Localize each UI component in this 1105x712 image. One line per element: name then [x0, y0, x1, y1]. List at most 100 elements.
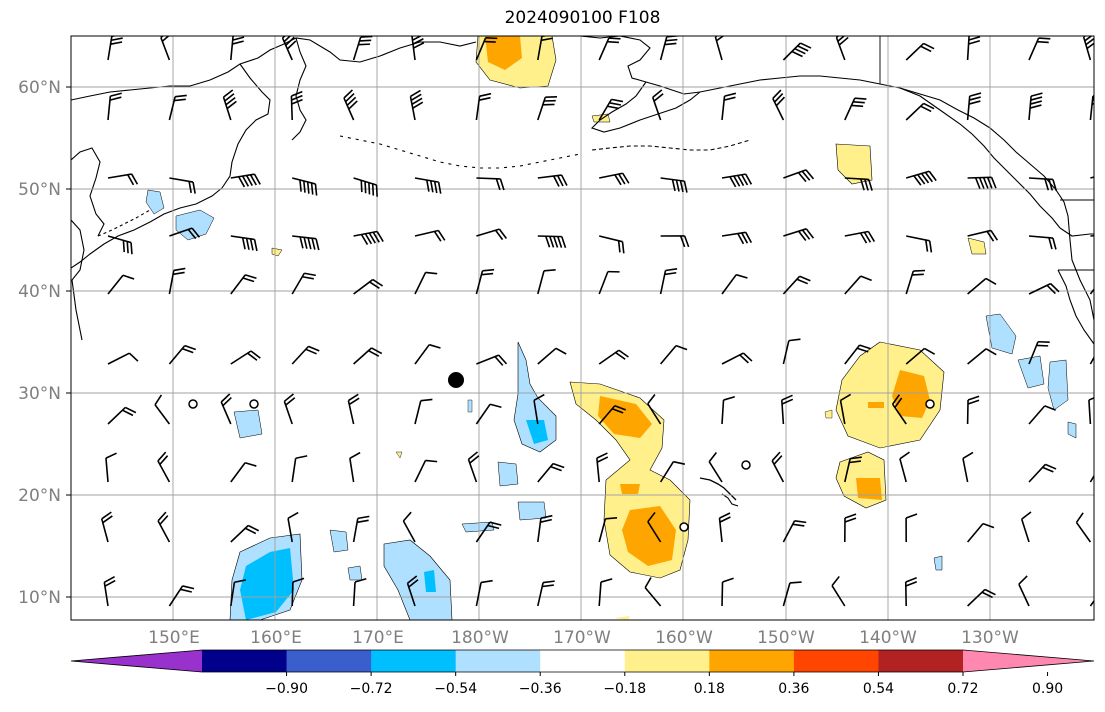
wind-barb: [409, 89, 424, 121]
wind-barb: [347, 393, 360, 425]
wind-barb: [659, 344, 688, 365]
wind-barb: [230, 235, 258, 252]
lat-label: 20°N: [18, 486, 61, 506]
wind-barb: [1089, 274, 1094, 295]
wind-barb: [844, 513, 857, 543]
wind-barb: [905, 170, 937, 186]
wind-barb: [783, 169, 815, 183]
wind-barb: [647, 511, 662, 543]
wind-barb: [660, 235, 690, 248]
wind-barb: [353, 177, 378, 197]
wind-barb: [1089, 586, 1094, 607]
station-marker: [925, 399, 935, 409]
colorbar-tick-label: 0.54: [863, 681, 894, 697]
map-area: [70, 35, 1095, 621]
wind-barb: [844, 275, 872, 295]
storm-center-marker: [448, 372, 464, 388]
wind-barb: [905, 102, 935, 121]
wind-barb: [721, 231, 753, 245]
wind-barb: [292, 235, 320, 251]
wind-barb: [169, 227, 201, 240]
wind-barb: [107, 173, 139, 186]
wind-barb: [844, 344, 871, 365]
wind-barb: [414, 343, 441, 365]
wind-barb: [783, 228, 815, 241]
station-marker: [188, 399, 198, 409]
lon-label: 160°E: [250, 628, 302, 648]
wind-barb: [154, 394, 171, 425]
wind-barb: [844, 456, 862, 483]
positive-anomaly-core: [892, 370, 930, 418]
wind-barb: [292, 177, 318, 196]
wind-barb: [107, 92, 122, 121]
wind-barb: [157, 511, 171, 543]
wind-barb: [967, 277, 997, 295]
wind-barb: [533, 393, 545, 425]
negative-anomaly-core: [240, 548, 294, 620]
wind-barb: [168, 94, 187, 121]
wind-barb: [651, 89, 664, 121]
wind-barb: [168, 344, 197, 365]
wind-barb: [222, 89, 237, 121]
wind-barb: [283, 393, 296, 425]
wind-barb: [659, 268, 678, 295]
wind-barb: [1020, 511, 1032, 543]
wind-barb: [349, 451, 361, 483]
wind-barb: [708, 451, 723, 483]
wind-barb: [721, 577, 734, 607]
wind-barb: [781, 394, 794, 425]
wind-barb: [598, 349, 629, 365]
wind-barb: [537, 96, 558, 121]
wind-barb: [467, 451, 480, 483]
wind-barb: [721, 273, 748, 295]
wind-barb: [1089, 461, 1094, 483]
wind-barb: [904, 577, 918, 607]
colorbar-tick-label: −0.90: [265, 681, 308, 697]
wind-barb: [771, 451, 785, 483]
wind-barb: [537, 462, 565, 483]
wind-barb: [281, 36, 297, 61]
wind-barb: [598, 270, 620, 295]
wind-barb: [905, 42, 935, 61]
wind-barb: [230, 579, 247, 607]
wind-barb: [220, 393, 232, 425]
wind-barb: [714, 36, 727, 61]
wind-barb: [782, 338, 801, 365]
wind-barb: [905, 513, 918, 543]
lat-label: 40°N: [18, 282, 61, 302]
wind-barb: [659, 460, 686, 483]
wind-barb: [1028, 177, 1058, 191]
wind-barb: [905, 347, 936, 365]
colorbar-tick-label: 0.72: [947, 681, 978, 697]
wind-barb: [230, 350, 261, 365]
wind-barb: [353, 278, 384, 295]
wind-barb: [537, 235, 567, 248]
wind-barb: [414, 398, 433, 425]
wind-barb: [891, 394, 907, 425]
positive-anomaly-core: [622, 506, 676, 566]
wind-barb: [598, 578, 613, 607]
wind-barb: [1028, 37, 1051, 61]
wind-barb: [107, 406, 137, 425]
wind-barb: [831, 575, 846, 607]
wind-barb: [782, 42, 812, 61]
wind-barb: [230, 173, 261, 188]
wind-barb: [1028, 340, 1050, 365]
gridlines: [71, 36, 1094, 620]
wind-barb: [844, 177, 873, 191]
wind-barb: [647, 393, 662, 425]
wind-barb: [230, 524, 260, 543]
wind-barb: [414, 271, 438, 295]
wind-barb: [411, 36, 425, 61]
wind-barb: [772, 89, 786, 121]
wind-barb: [598, 516, 618, 543]
wind-barb: [291, 455, 308, 483]
wind-barb: [230, 274, 257, 295]
wind-barb: [475, 268, 495, 295]
wind-barb: [287, 511, 299, 543]
wind-barb: [107, 274, 135, 295]
latitude-labels: 60°N 50°N 40°N 30°N 20°N 10°N: [18, 78, 71, 608]
colorbar-segment: [709, 650, 795, 672]
wind-barb: [598, 98, 624, 121]
lon-label: 160°W: [655, 628, 713, 648]
